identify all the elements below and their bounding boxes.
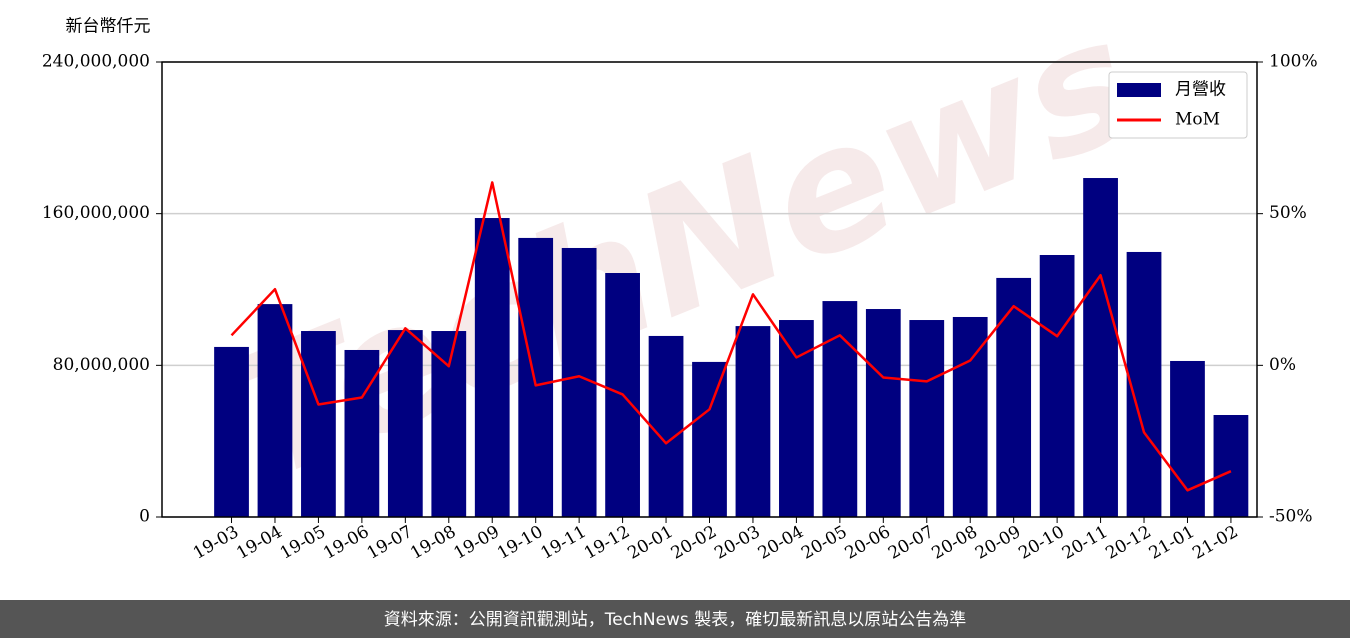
x-tick-label: 21-01 <box>1146 522 1198 564</box>
x-tick-label: 19-05 <box>277 522 329 564</box>
bar <box>474 218 510 517</box>
x-tick-label: 19-03 <box>190 522 242 564</box>
bar <box>1083 178 1118 517</box>
x-tick-label: 20-02 <box>668 522 720 564</box>
x-tick-label: 20-07 <box>885 522 937 564</box>
x-tick-label: 20-08 <box>929 522 981 564</box>
x-tick-label: 19-06 <box>320 522 372 564</box>
bar <box>909 320 945 517</box>
bar <box>865 309 901 517</box>
x-tick-label: 20-10 <box>1015 522 1067 564</box>
x-tick-label: 19-10 <box>494 522 546 564</box>
x-tick-label: 19-08 <box>407 522 459 564</box>
x-tick-label: 20-11 <box>1059 522 1111 564</box>
bar <box>1039 254 1075 517</box>
y-tick-label: 240,000,000 <box>42 52 150 72</box>
y2-tick-label: 50% <box>1269 203 1307 223</box>
bar <box>952 316 988 517</box>
bar <box>1126 251 1162 517</box>
bar <box>692 361 727 517</box>
bar <box>648 335 684 517</box>
bar <box>1170 360 1205 517</box>
bar <box>214 346 249 517</box>
x-tick-label: 20-05 <box>798 522 850 564</box>
x-tick-label: 19-09 <box>451 522 503 564</box>
y-axis-unit: 新台幣仟元 <box>66 17 151 37</box>
y-tick-label: 160,000,000 <box>42 203 150 223</box>
x-tick-label: 20-04 <box>755 522 807 564</box>
line <box>230 181 1232 492</box>
source-note: 資料來源：公開資訊觀測站，TechNews 製表，確切最新訊息以原站公告為準 <box>384 610 966 630</box>
y2-tick-label: 100% <box>1269 52 1318 72</box>
y2-tick-label: -50% <box>1269 507 1313 527</box>
x-tick-label: 20-03 <box>711 522 763 564</box>
x-tick-label: 20-06 <box>842 522 894 564</box>
bar <box>301 331 336 517</box>
bar <box>1213 415 1249 517</box>
y-tick-label: 80,000,000 <box>53 355 150 375</box>
plot-frame <box>161 61 1258 518</box>
x-tick-label: 19-07 <box>364 522 416 564</box>
bar <box>561 247 597 517</box>
bar <box>996 277 1032 517</box>
bar <box>344 349 380 517</box>
x-tick-label: 19-11 <box>537 522 589 564</box>
x-tick-label: 21-02 <box>1189 522 1241 564</box>
footer-band <box>0 600 1350 638</box>
bar <box>431 331 467 517</box>
bar <box>257 304 293 517</box>
x-tick-label: 19-04 <box>233 522 285 564</box>
bar <box>518 237 554 517</box>
legend-label: 月營收 <box>1175 80 1226 100</box>
x-tick-label: 20-12 <box>1102 522 1154 564</box>
bar <box>387 330 423 517</box>
y2-tick-label: 0% <box>1269 355 1296 375</box>
y-tick-label: 0 <box>139 507 150 527</box>
bar <box>779 320 814 517</box>
legend-swatch <box>1117 83 1161 97</box>
x-tick-label: 19-12 <box>581 522 633 564</box>
legend-label: MoM <box>1175 110 1220 130</box>
bar <box>822 301 858 517</box>
x-tick-label: 20-09 <box>972 522 1024 564</box>
x-tick-label: 20-01 <box>624 522 676 564</box>
bar <box>735 326 771 517</box>
